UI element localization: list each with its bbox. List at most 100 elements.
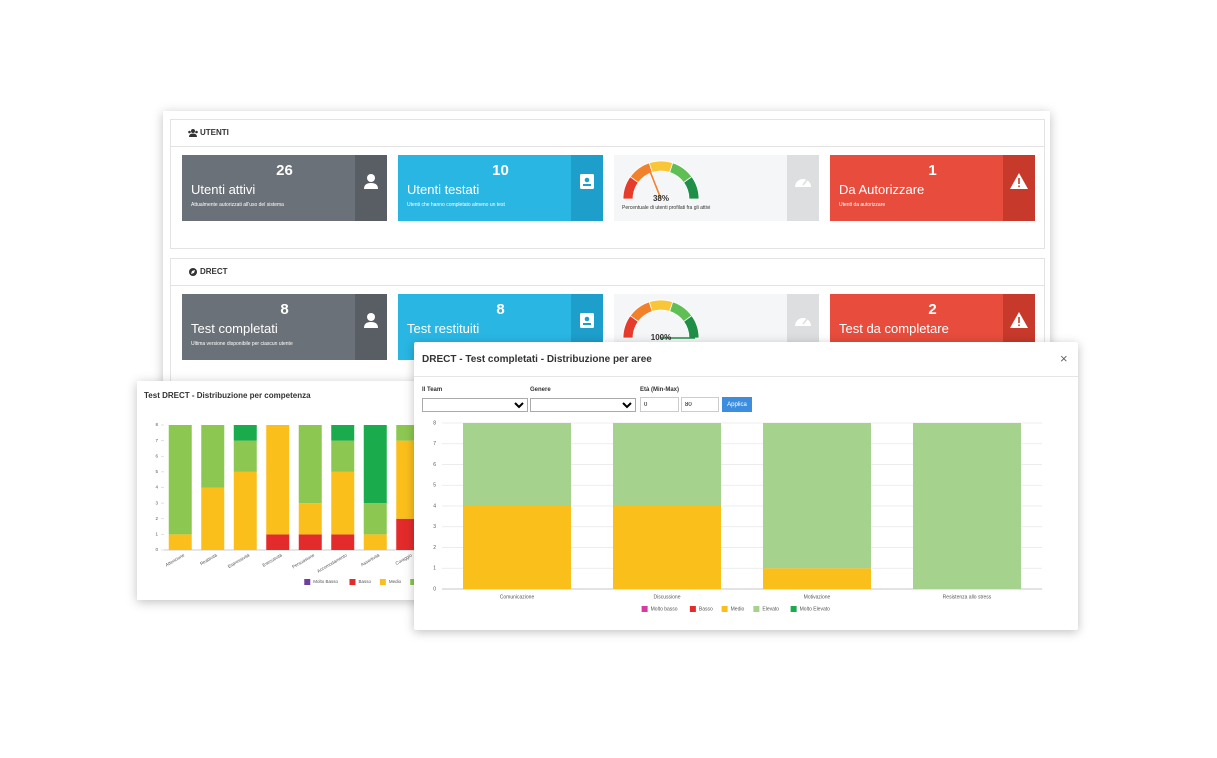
bar-segment bbox=[331, 534, 355, 550]
modal: DRECT - Test completati - Distribuzione … bbox=[414, 342, 1078, 630]
card-icon bbox=[364, 174, 378, 189]
card-number: 8 bbox=[496, 301, 505, 318]
card-note: Attualmente autorizzati all'uso del sist… bbox=[191, 202, 284, 208]
bar-segment bbox=[363, 425, 387, 504]
bar-segment bbox=[266, 425, 290, 535]
card-number: 26 bbox=[276, 162, 293, 179]
icon-shape bbox=[188, 130, 191, 134]
x-tick-label: Assertività bbox=[360, 552, 381, 567]
filter-label: Età (Min-Max) bbox=[640, 387, 679, 393]
y-tick-label: 3 bbox=[155, 500, 158, 505]
legend-label: Medio bbox=[389, 579, 402, 584]
y-tick-label: 1 bbox=[433, 566, 436, 572]
y-tick-label: 1 bbox=[155, 532, 158, 537]
legend-swatch bbox=[641, 606, 648, 612]
card-icon bbox=[1010, 173, 1028, 189]
section-title: UTENTI bbox=[200, 128, 229, 137]
y-tick-label: 8 bbox=[433, 420, 436, 426]
legend-swatch bbox=[379, 579, 386, 585]
icon-shape bbox=[191, 270, 195, 274]
card-icon bbox=[364, 313, 378, 328]
card-number: 8 bbox=[280, 301, 289, 318]
section-header: UTENTI bbox=[171, 120, 1044, 147]
x-tick-label: Motivazione bbox=[804, 594, 831, 600]
section-title: DRECT bbox=[200, 267, 228, 276]
bar-segment bbox=[233, 440, 257, 472]
icon-shape bbox=[584, 316, 590, 322]
legend-label: Molto Basso bbox=[313, 579, 338, 584]
icon-shape bbox=[802, 179, 808, 186]
card-label: Test restituiti bbox=[407, 321, 480, 336]
x-tick-label: Accomodamento bbox=[316, 552, 348, 573]
bar-segment bbox=[298, 425, 322, 504]
bar-segment bbox=[331, 471, 355, 535]
icon-shape bbox=[584, 177, 590, 183]
icon-shape bbox=[1018, 185, 1020, 188]
icon-shape bbox=[364, 183, 378, 189]
gauge-segment bbox=[648, 299, 674, 312]
age-min-input[interactable] bbox=[640, 397, 679, 412]
icon-strip bbox=[1003, 155, 1035, 221]
gauge-needle bbox=[647, 167, 662, 200]
gauge: 38% bbox=[622, 160, 700, 203]
card-icon bbox=[795, 179, 811, 187]
card-label: Da Autorizzare bbox=[839, 182, 925, 197]
bar-segment bbox=[298, 503, 322, 535]
section-icon bbox=[189, 268, 197, 276]
apply-button[interactable]: Applica bbox=[722, 397, 752, 412]
gauge: 100% bbox=[622, 299, 700, 342]
bar-segment bbox=[463, 506, 571, 589]
icon-shape bbox=[195, 130, 198, 134]
icon-shape bbox=[191, 129, 195, 133]
legend-swatch bbox=[349, 579, 356, 585]
y-tick-label: 7 bbox=[433, 441, 436, 447]
legend-label: Medio bbox=[731, 606, 745, 612]
x-tick-label: Esecutività bbox=[261, 552, 283, 567]
y-tick-label: 2 bbox=[433, 545, 436, 551]
bar-segment bbox=[331, 440, 355, 472]
y-tick-label: 0 bbox=[433, 586, 436, 592]
y-tick-label: 4 bbox=[433, 503, 436, 509]
x-tick-label: Reattività bbox=[199, 552, 218, 566]
bar-segment bbox=[168, 425, 192, 535]
chart: 0 1 2 3 4 5 6 7 8 Comunicazione Discussione Motivaz… bbox=[433, 420, 1042, 612]
icon-shape bbox=[795, 318, 811, 326]
bar-segment bbox=[396, 518, 420, 550]
y-tick-label: 6 bbox=[155, 453, 158, 458]
bar-segment bbox=[331, 425, 355, 441]
gender-select[interactable] bbox=[530, 398, 636, 412]
legend-label: Basso bbox=[699, 606, 713, 612]
section-header: DRECT bbox=[171, 259, 1044, 286]
chart: Test DRECT - Distribuzione per competenz… bbox=[144, 391, 435, 585]
card-icon bbox=[580, 313, 594, 328]
bar-segment bbox=[463, 423, 571, 506]
chart-panel: Test DRECT - Distribuzione per competenz… bbox=[137, 381, 440, 600]
close-button[interactable]: × bbox=[1060, 351, 1068, 366]
y-tick-label: 5 bbox=[155, 469, 158, 474]
legend-label: Basso bbox=[358, 579, 371, 584]
x-tick-label: Attenzione bbox=[164, 552, 185, 567]
card-label: Test da completare bbox=[839, 321, 949, 336]
card-number: 2 bbox=[928, 301, 937, 318]
legend-swatch bbox=[689, 606, 696, 612]
card-number: 1 bbox=[928, 162, 937, 179]
team-select[interactable] bbox=[422, 398, 528, 412]
bar-segment bbox=[363, 534, 387, 550]
bar-segment bbox=[298, 534, 322, 550]
bar-segment bbox=[763, 423, 871, 569]
icon-shape bbox=[364, 322, 378, 328]
icon-shape bbox=[367, 313, 375, 321]
card-note: Ultima versione disponibile per ciascun … bbox=[191, 341, 293, 347]
icon-shape bbox=[189, 133, 197, 137]
y-tick-label: 5 bbox=[433, 483, 436, 489]
card-icon bbox=[795, 318, 811, 326]
bar-segment bbox=[168, 534, 192, 550]
card-icon bbox=[580, 174, 594, 189]
gauge-label: 100% bbox=[651, 333, 671, 342]
x-tick-label: Coraggio bbox=[395, 552, 414, 566]
y-tick-label: 2 bbox=[155, 516, 158, 521]
section-icon bbox=[188, 129, 198, 137]
stat-card: 38% Percentuale di utenti profilati fra g… bbox=[614, 155, 819, 221]
bar-segment bbox=[233, 425, 257, 441]
age-max-input[interactable] bbox=[681, 397, 719, 412]
